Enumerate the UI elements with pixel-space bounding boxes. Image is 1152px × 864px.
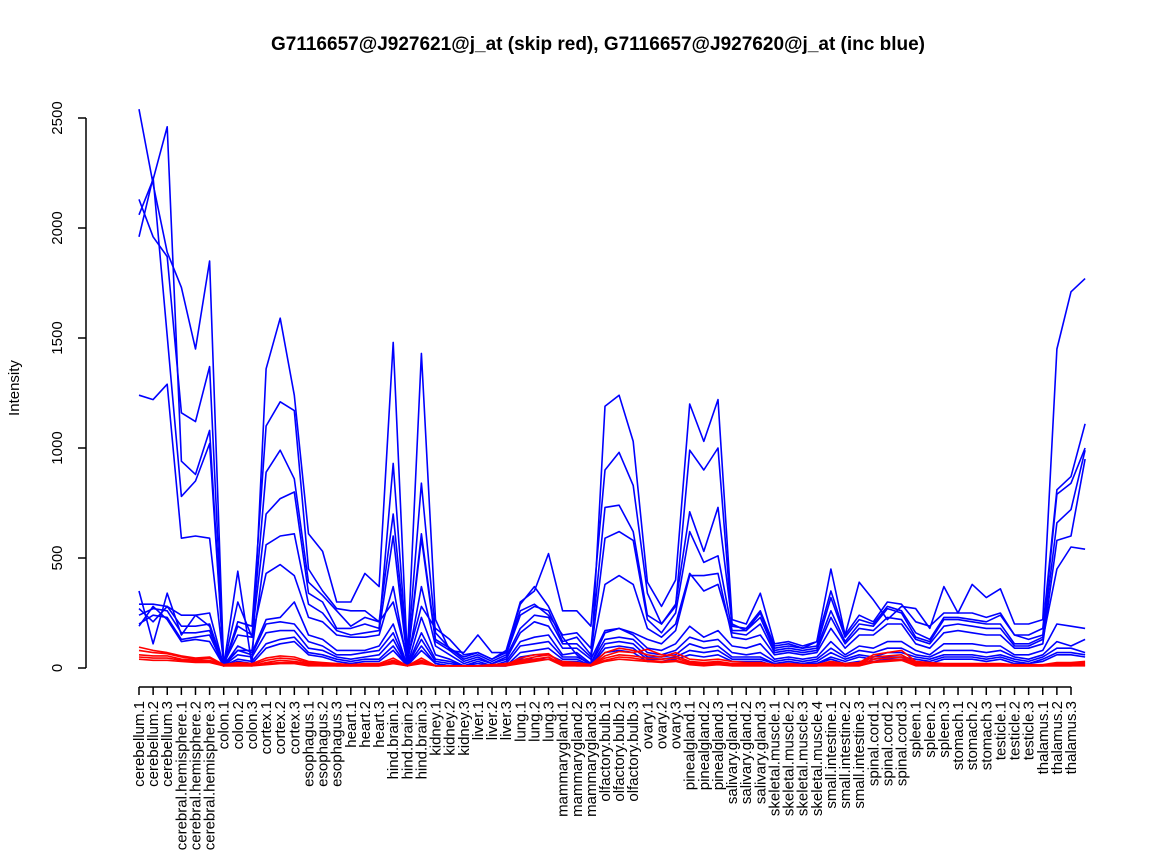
x-tick-label: colon.1 <box>216 701 233 749</box>
x-tick-label: pinealgland.3 <box>710 701 727 790</box>
y-tick-label: 1000 <box>49 431 66 464</box>
x-tick-label: cerebellum.2 <box>145 701 162 787</box>
x-tick-label: testicle.2 <box>1007 701 1024 760</box>
x-tick-label: spleen.2 <box>922 701 939 758</box>
blue-series-line-10 <box>138 614 1086 667</box>
x-tick-label: colon.3 <box>244 701 261 749</box>
x-tick-label: kidney.3 <box>456 701 473 756</box>
x-tick-label: liver.1 <box>470 701 487 740</box>
x-tick-label: thalamus.2 <box>1049 701 1066 774</box>
blue-series-line-3 <box>138 126 1086 667</box>
x-tick-label: kidney.1 <box>428 701 445 756</box>
x-tick-label: cerebral.hemisphere.1 <box>173 701 190 850</box>
x-tick-label: ovary.2 <box>653 701 670 749</box>
x-tick-label: spinal.cord.2 <box>879 701 896 786</box>
blue-series-line-4 <box>138 176 1086 665</box>
x-tick-label: cortex.2 <box>272 701 289 754</box>
blue-series-line-1 <box>138 109 1086 667</box>
x-tick-label: spleen.3 <box>936 701 953 758</box>
x-tick-label: lung.2 <box>526 701 543 742</box>
blue-series-line-5 <box>138 383 1086 665</box>
chart-title: G7116657@J927621@j_at (skip red), G71166… <box>271 34 925 55</box>
x-tick-label: stomach.2 <box>964 701 981 770</box>
x-tick-label: olfactory.bulb.1 <box>597 701 614 802</box>
x-tick-label: cerebellum.3 <box>159 701 176 787</box>
red-series-line-16 <box>138 658 1086 667</box>
x-tick-label: cortex.1 <box>258 701 275 754</box>
x-tick-label: lung.3 <box>541 701 558 742</box>
x-tick-label: heart.3 <box>371 701 388 748</box>
y-axis-label: Intensity <box>6 360 23 416</box>
x-tick-label: small.intestine.1 <box>823 701 840 809</box>
x-tick-label: kidney.2 <box>442 701 459 756</box>
y-tick-label: 0 <box>49 664 66 672</box>
y-axis: 0 500 1000 1500 2000 2500 <box>49 101 87 672</box>
x-tick-label: spinal.cord.3 <box>894 701 911 786</box>
x-tick-label: liver.3 <box>498 701 515 740</box>
x-tick-label: pinealgland.2 <box>696 701 713 790</box>
x-axis: cerebellum.1cerebellum.2cerebellum.3cere… <box>131 686 1080 850</box>
x-tick-label: olfactory.bulb.2 <box>611 701 628 802</box>
x-tick-label: skeletal.muscle.3 <box>795 701 812 816</box>
x-tick-label: salivary.gland.3 <box>752 701 769 804</box>
x-tick-label: salivary.gland.2 <box>738 701 755 804</box>
blue-series-line-6 <box>138 458 1086 667</box>
x-tick-label: spinal.cord.1 <box>865 701 882 786</box>
x-tick-label: small.intestine.2 <box>837 701 854 809</box>
red-series-line-14 <box>138 652 1086 667</box>
x-tick-label: esophagus.3 <box>329 701 346 787</box>
x-tick-label: thalamus.1 <box>1035 701 1052 774</box>
x-tick-label: olfactory.bulb.3 <box>625 701 642 802</box>
red-series-line-13 <box>138 648 1086 667</box>
red-series-line-12 <box>138 646 1086 667</box>
x-tick-label: cerebral.hemisphere.3 <box>202 701 219 850</box>
x-tick-label: testicle.1 <box>992 701 1009 760</box>
x-tick-label: stomach.3 <box>978 701 995 770</box>
series-lines <box>138 109 1086 667</box>
x-tick-label: spleen.1 <box>908 701 925 758</box>
x-tick-label: hind.brain.2 <box>399 701 416 779</box>
blue-series-line-8 <box>138 605 1086 667</box>
x-tick-label: small.intestine.3 <box>851 701 868 809</box>
x-tick-label: liver.2 <box>484 701 501 740</box>
x-tick-label: stomach.1 <box>950 701 967 770</box>
x-tick-label: cerebellum.1 <box>131 701 148 787</box>
y-tick-label: 1500 <box>49 321 66 354</box>
x-tick-label: esophagus.2 <box>315 701 332 787</box>
x-tick-label: ovary.1 <box>639 701 656 749</box>
x-tick-label: skeletal.muscle.4 <box>809 701 826 816</box>
y-tick-label: 2000 <box>49 211 66 244</box>
x-tick-label: heart.1 <box>343 701 360 748</box>
x-tick-label: lung.1 <box>512 701 529 742</box>
blue-series-line-9 <box>138 607 1086 667</box>
x-tick-label: mammarygland.1 <box>555 701 572 817</box>
x-tick-label: heart.2 <box>357 701 374 748</box>
x-tick-label: thalamus.3 <box>1063 701 1080 774</box>
blue-series-line-7 <box>139 601 1086 667</box>
x-tick-label: cortex.3 <box>286 701 303 754</box>
x-tick-label: cerebral.hemisphere.2 <box>187 701 204 850</box>
x-tick-label: skeletal.muscle.2 <box>781 701 798 816</box>
x-tick-label: hind.brain.3 <box>413 701 430 779</box>
x-tick-label: skeletal.muscle.1 <box>766 701 783 816</box>
x-tick-label: salivary.gland.1 <box>724 701 741 804</box>
x-tick-label: pinealgland.1 <box>682 701 699 790</box>
x-tick-label: hind.brain.1 <box>385 701 402 779</box>
y-tick-label: 2500 <box>49 101 66 134</box>
x-tick-label: mammarygland.2 <box>569 701 586 817</box>
x-tick-label: mammarygland.3 <box>583 701 600 817</box>
blue-series-line-2 <box>138 199 1086 667</box>
y-tick-label: 500 <box>49 545 66 570</box>
x-tick-label: colon.2 <box>230 701 247 749</box>
x-tick-label: ovary.3 <box>668 701 685 749</box>
x-tick-label: esophagus.1 <box>300 701 317 787</box>
x-tick-label: testicle.3 <box>1021 701 1038 760</box>
